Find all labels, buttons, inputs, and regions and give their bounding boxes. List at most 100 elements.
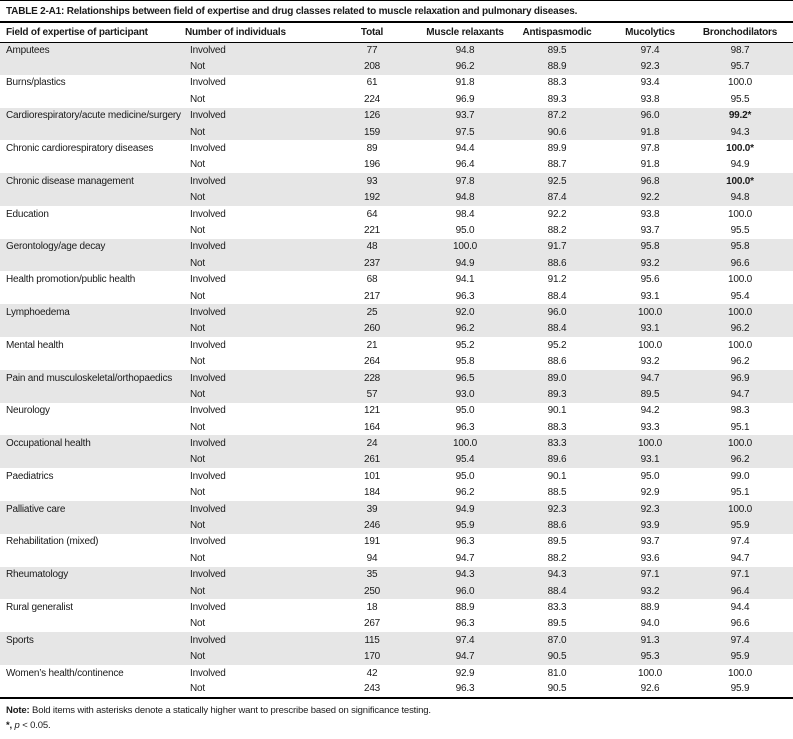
total-cell: 260: [363, 323, 381, 335]
bronchodilators-cell: 96.6: [730, 618, 750, 630]
bronchodilators-cell: 95.4: [730, 290, 750, 302]
field-cell: [0, 681, 185, 697]
involvement-cell: Involved: [190, 634, 226, 646]
field-cell: [0, 452, 185, 468]
table-row: Not 217 96.3 88.4 93.1 95.4: [0, 288, 793, 304]
involvement-cell: Not: [190, 454, 205, 466]
involvement-cell: Involved: [190, 438, 226, 450]
bronchodilators-cell: 95.1: [730, 421, 750, 433]
total-cell: 192: [363, 192, 381, 204]
field-cell: [0, 222, 185, 238]
mucolytics-cell: 95.0: [640, 470, 660, 482]
total-cell: 48: [366, 241, 378, 253]
field-cell: [0, 255, 185, 271]
muscle-relaxants-cell: 96.9: [455, 93, 475, 105]
field-cell: Rehabilitation (mixed): [6, 536, 99, 548]
involvement-cell: Not: [190, 618, 205, 630]
involvement-cell: Not: [190, 159, 205, 171]
table-row: Amputees Involved 77 94.8 89.5 97.4 98.7: [0, 42, 793, 59]
mucolytics-cell: 93.9: [640, 520, 660, 532]
muscle-relaxants-cell: 94.9: [455, 257, 475, 269]
muscle-relaxants-cell: 95.0: [455, 224, 475, 236]
table-row: Not 164 96.3 88.3 93.3 95.1: [0, 419, 793, 435]
antispasmodic-cell: 88.2: [547, 224, 567, 236]
total-cell: 77: [366, 44, 378, 56]
muscle-relaxants-cell: 94.7: [455, 552, 475, 564]
total-cell: 246: [363, 520, 381, 532]
field-cell: [0, 648, 185, 664]
table-row: Not 208 96.2 88.9 92.3 95.7: [0, 58, 793, 75]
mucolytics-cell: 93.2: [640, 257, 660, 269]
antispasmodic-cell: 95.2: [547, 339, 567, 351]
muscle-relaxants-cell: 94.3: [455, 569, 475, 581]
antispasmodic-cell: 87.4: [547, 192, 567, 204]
bronchodilators-cell: 99.2*: [728, 110, 752, 122]
muscle-relaxants-cell: 91.8: [455, 77, 475, 89]
field-cell: [0, 91, 185, 107]
bronchodilators-cell: 96.2: [730, 323, 750, 335]
total-cell: 64: [366, 208, 378, 220]
bronchodilators-cell: 97.4: [730, 536, 750, 548]
mucolytics-cell: 89.5: [640, 388, 660, 400]
involvement-cell: Involved: [190, 470, 226, 482]
muscle-relaxants-cell: 95.0: [455, 405, 475, 417]
mucolytics-cell: 100.0: [637, 667, 663, 679]
table-row: Not 250 96.0 88.4 93.2 96.4: [0, 582, 793, 600]
table-caption-prefix: TABLE 2-A1:: [6, 6, 65, 17]
antispasmodic-cell: 88.4: [547, 290, 567, 302]
involvement-cell: Involved: [190, 569, 226, 581]
antispasmodic-cell: 92.5: [547, 175, 567, 187]
total-cell: 164: [363, 421, 381, 433]
column-header-antispasmodic: Antispasmodic: [516, 23, 598, 43]
table-row: Not 192 94.8 87.4 92.2 94.8: [0, 189, 793, 206]
muscle-relaxants-cell: 96.3: [455, 421, 475, 433]
muscle-relaxants-cell: 95.4: [455, 454, 475, 466]
significance-p: p: [14, 719, 20, 731]
involvement-cell: Involved: [190, 208, 226, 220]
column-header-muscle-relaxants: Muscle relaxants: [414, 23, 516, 43]
column-header-total: Total: [330, 23, 414, 43]
significance-line: *, p < 0.05.: [6, 720, 789, 731]
involvement-cell: Not: [190, 61, 205, 73]
mucolytics-cell: 97.4: [640, 44, 660, 56]
table-row: Gerontology/age decay Involved 48 100.0 91.7…: [0, 238, 793, 256]
involvement-cell: Involved: [190, 241, 226, 253]
field-cell: Mental health: [6, 339, 64, 351]
muscle-relaxants-cell: 97.5: [455, 126, 475, 138]
table-row: Paediatrics Involved 101 95.0 90.1 95.0 99.0: [0, 468, 793, 484]
involvement-cell: Not: [190, 683, 205, 695]
table-row: Rural generalist Involved 18 88.9 83.3 88.9 94…: [0, 599, 793, 615]
bronchodilators-cell: 95.9: [730, 520, 750, 532]
mucolytics-cell: 96.8: [640, 175, 660, 187]
field-cell: [0, 58, 185, 74]
involvement-cell: Involved: [190, 143, 226, 155]
total-cell: 89: [366, 143, 378, 155]
involvement-cell: Not: [190, 421, 205, 433]
bronchodilators-cell: 96.2: [730, 356, 750, 368]
bronchodilators-cell: 96.4: [730, 585, 750, 597]
muscle-relaxants-cell: 96.3: [455, 618, 475, 630]
antispasmodic-cell: 90.1: [547, 405, 567, 417]
field-cell: [0, 386, 185, 402]
field-cell: [0, 583, 185, 599]
table-row: Not 57 93.0 89.3 89.5 94.7: [0, 386, 793, 403]
table-row: Not 246 95.9 88.6 93.9 95.9: [0, 517, 793, 534]
total-cell: 228: [363, 372, 381, 384]
total-cell: 159: [363, 126, 381, 138]
muscle-relaxants-cell: 100.0: [452, 241, 478, 253]
involvement-cell: Not: [190, 192, 205, 204]
muscle-relaxants-cell: 94.8: [455, 192, 475, 204]
involvement-cell: Involved: [190, 175, 226, 187]
antispasmodic-cell: 88.6: [547, 356, 567, 368]
mucolytics-cell: 100.0: [637, 306, 663, 318]
total-cell: 21: [366, 339, 378, 351]
antispasmodic-cell: 88.3: [547, 421, 567, 433]
field-cell: Occupational health: [6, 438, 91, 450]
antispasmodic-cell: 89.5: [547, 44, 567, 56]
field-cell: Rheumatology: [6, 569, 69, 581]
mucolytics-cell: 96.0: [640, 110, 660, 122]
bronchodilators-cell: 94.3: [730, 126, 750, 138]
involvement-cell: Not: [190, 552, 205, 564]
mucolytics-cell: 93.2: [640, 585, 660, 597]
table-row: Palliative care Involved 39 94.9 92.3 92.3 100…: [0, 500, 793, 518]
